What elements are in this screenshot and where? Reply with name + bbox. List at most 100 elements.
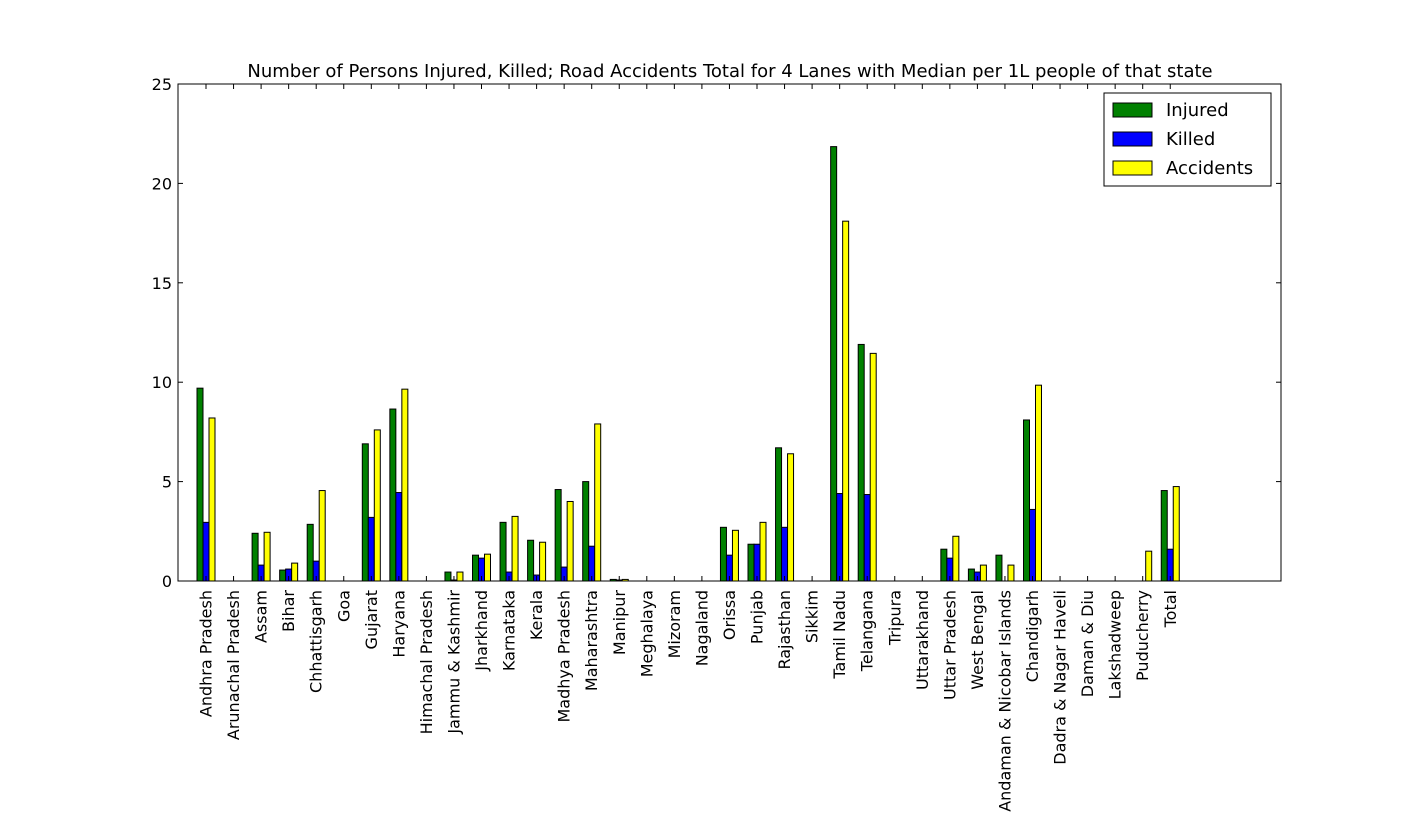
x-tick-label: Puducherry	[1133, 590, 1152, 681]
y-tick-label: 0	[162, 572, 172, 591]
chart-title: Number of Persons Injured, Killed; Road …	[247, 61, 1212, 82]
bar-accidents-2	[263, 531, 271, 582]
bar-accidents-6	[373, 429, 381, 582]
bar-injured-20	[747, 543, 755, 582]
x-tick-label: Jammu & Kashmir	[444, 590, 463, 735]
bar-injured-9	[444, 571, 452, 582]
bar-injured-11	[499, 521, 507, 582]
bar-injured-12	[527, 539, 535, 582]
x-tick-label: Lakshadweep	[1106, 590, 1125, 699]
x-tick-label: Assam	[252, 590, 271, 643]
bar-accidents-7	[401, 388, 409, 582]
x-tick-label: Telangana	[858, 590, 877, 672]
bar-accidents-29	[1007, 564, 1015, 582]
x-tick-label: Orissa	[720, 590, 739, 640]
x-tick-label: Sikkim	[803, 590, 822, 643]
bar-killed-20	[753, 543, 761, 582]
x-tick-label: Punjab	[748, 590, 767, 644]
bar-accidents-3	[291, 562, 299, 582]
bar-accidents-14	[594, 423, 602, 582]
x-tick-label: Madhya Pradesh	[555, 590, 574, 723]
y-tick-label: 5	[162, 473, 172, 492]
x-tick-label: Arunachal Pradesh	[224, 590, 243, 740]
bar-accidents-20	[759, 521, 767, 582]
legend-swatch-killed	[1112, 131, 1153, 147]
bar-killed-14	[588, 545, 596, 582]
x-tick-label: Dadra & Nagar Haveli	[1051, 590, 1070, 765]
bar-accidents-23	[842, 220, 850, 582]
x-tick-label: Chandigarh	[1023, 590, 1042, 682]
bar-killed-30	[1029, 508, 1036, 582]
legend-label-injured: Injured	[1166, 100, 1229, 121]
y-tick-label: 15	[152, 274, 172, 293]
bar-accidents-12	[539, 541, 547, 582]
x-tick-label: Mizoram	[665, 590, 684, 658]
bar-accidents-19	[731, 529, 739, 582]
x-tick-label: Manipur	[610, 590, 629, 655]
bar-injured-21	[775, 447, 783, 582]
bar-accidents-11	[511, 515, 519, 582]
bar-accidents-21	[787, 453, 795, 582]
x-tick-label: Gujarat	[362, 590, 381, 649]
bars-layer	[196, 146, 1180, 582]
bar-injured-7	[389, 408, 397, 582]
x-tick-label: Andhra Pradesh	[197, 590, 216, 717]
x-tick-label: Andaman & Nicobar Islands	[995, 590, 1014, 812]
x-tick-label: Kerala	[527, 590, 546, 640]
x-tick-label: Rajasthan	[775, 590, 794, 670]
bar-injured-29	[995, 554, 1003, 582]
bar-killed-23	[836, 493, 844, 582]
x-tick-label: Karnataka	[500, 590, 519, 671]
bar-injured-2	[251, 532, 259, 582]
x-tick-label: Daman & Diu	[1078, 590, 1097, 697]
bar-injured-19	[719, 526, 727, 582]
x-tick-label: Haryana	[389, 590, 408, 658]
legend: Injured Killed Accidents	[1103, 92, 1272, 187]
bar-injured-35	[1160, 490, 1168, 582]
bar-injured-13	[554, 489, 562, 582]
bar-accidents-9	[456, 571, 464, 582]
y-tick-label: 25	[152, 75, 172, 94]
legend-swatch-injured	[1112, 102, 1153, 118]
x-tick-label: Total	[1161, 590, 1180, 628]
x-tick-label: Maharashtra	[582, 590, 601, 691]
legend-label-killed: Killed	[1166, 129, 1215, 150]
bar-injured-23	[830, 146, 838, 582]
x-tick-label: Chhattisgarh	[307, 590, 326, 693]
ticks-layer: Andhra Pradesh Arunachal Pradesh Assam Biha…	[152, 75, 1281, 812]
bar-injured-3	[279, 569, 287, 582]
bar-injured-10	[472, 554, 479, 582]
bar-accidents-4	[318, 490, 326, 582]
y-tick-label: 10	[152, 373, 172, 392]
bar-accidents-30	[1035, 384, 1042, 582]
bar-accidents-13	[566, 500, 574, 582]
bar-accidents-24	[869, 352, 877, 582]
bar-injured-24	[857, 343, 865, 582]
x-tick-label: Meghalaya	[637, 590, 656, 677]
x-tick-label: Himachal Pradesh	[417, 590, 436, 734]
legend-swatch-accidents	[1112, 160, 1153, 176]
bar-killed-0	[202, 521, 210, 582]
bar-accidents-28	[979, 564, 987, 582]
bar-killed-6	[367, 516, 375, 582]
bar-injured-27	[940, 548, 948, 582]
bar-injured-30	[1023, 419, 1030, 582]
bar-injured-4	[306, 523, 314, 582]
bar-accidents-35	[1172, 486, 1180, 582]
bar-accidents-10	[484, 553, 491, 582]
x-tick-label: Tamil Nadu	[830, 590, 849, 680]
x-tick-label: Jharkhand	[472, 590, 491, 672]
x-tick-label: Bihar	[279, 590, 298, 632]
bar-injured-14	[582, 481, 590, 582]
x-tick-label: Tripura	[885, 590, 904, 646]
bar-injured-6	[361, 443, 369, 582]
x-tick-label: Goa	[334, 590, 353, 622]
bar-killed-24	[863, 494, 871, 582]
legend-label-accidents: Accidents	[1166, 158, 1253, 179]
x-tick-label: Uttar Pradesh	[940, 590, 959, 700]
y-tick-label: 20	[152, 174, 172, 193]
x-tick-label: West Bengal	[968, 590, 987, 690]
bar-killed-7	[395, 492, 403, 582]
x-tick-label: Nagaland	[692, 590, 711, 666]
